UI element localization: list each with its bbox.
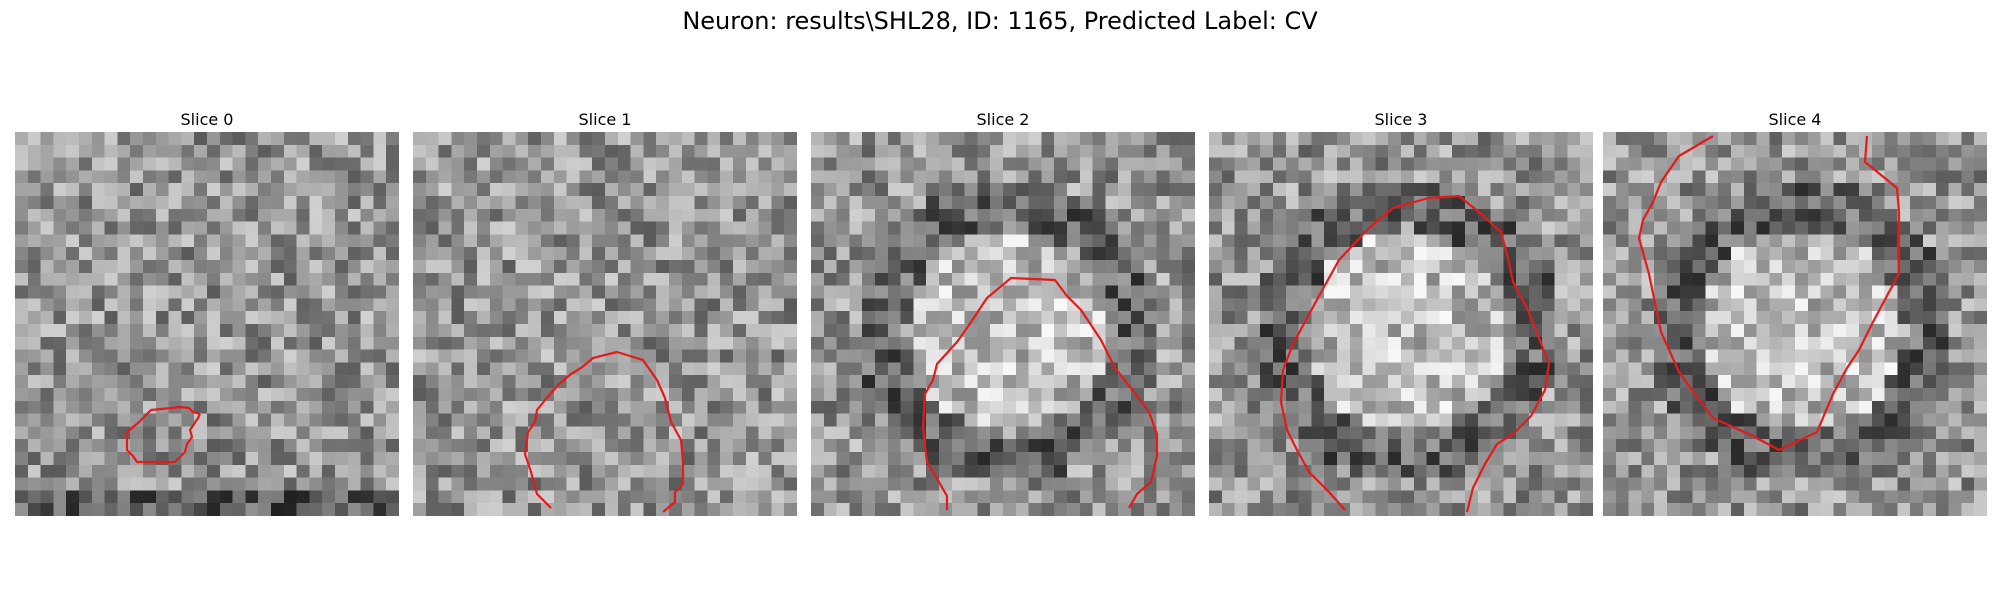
- slice-title: Slice 4: [1768, 110, 1822, 129]
- slice-panel-0: Slice 0: [15, 108, 399, 516]
- segmentation-contour: [1637, 135, 1901, 452]
- grayscale-slice-image: [413, 132, 797, 516]
- slice-title: Slice 2: [976, 110, 1030, 129]
- slice-image: [413, 132, 797, 516]
- slice-image: [1209, 132, 1593, 516]
- grayscale-slice-image: [15, 132, 399, 516]
- slice-title: Slice 0: [180, 110, 234, 129]
- slice-panel-3: Slice 3: [1209, 108, 1593, 516]
- segmentation-contour: [523, 350, 685, 513]
- segmentation-contour: [921, 276, 1159, 510]
- slice-image: [811, 132, 1195, 516]
- slice-panel-2: Slice 2: [811, 108, 1195, 516]
- grayscale-slice-image: [1603, 132, 1987, 516]
- slice-panel-4: Slice 4: [1603, 108, 1987, 516]
- slice-panel-1: Slice 1: [413, 108, 797, 516]
- slice-title: Slice 3: [1374, 110, 1428, 129]
- segmentation-contour: [1279, 194, 1551, 513]
- figure-title: Neuron: results\SHL28, ID: 1165, Predict…: [682, 7, 1318, 35]
- segmentation-contour: [125, 405, 201, 464]
- grayscale-slice-image: [811, 132, 1195, 516]
- slice-title: Slice 1: [578, 110, 632, 129]
- grayscale-slice-image: [1209, 132, 1593, 516]
- slice-image: [15, 132, 399, 516]
- slice-image: [1603, 132, 1987, 516]
